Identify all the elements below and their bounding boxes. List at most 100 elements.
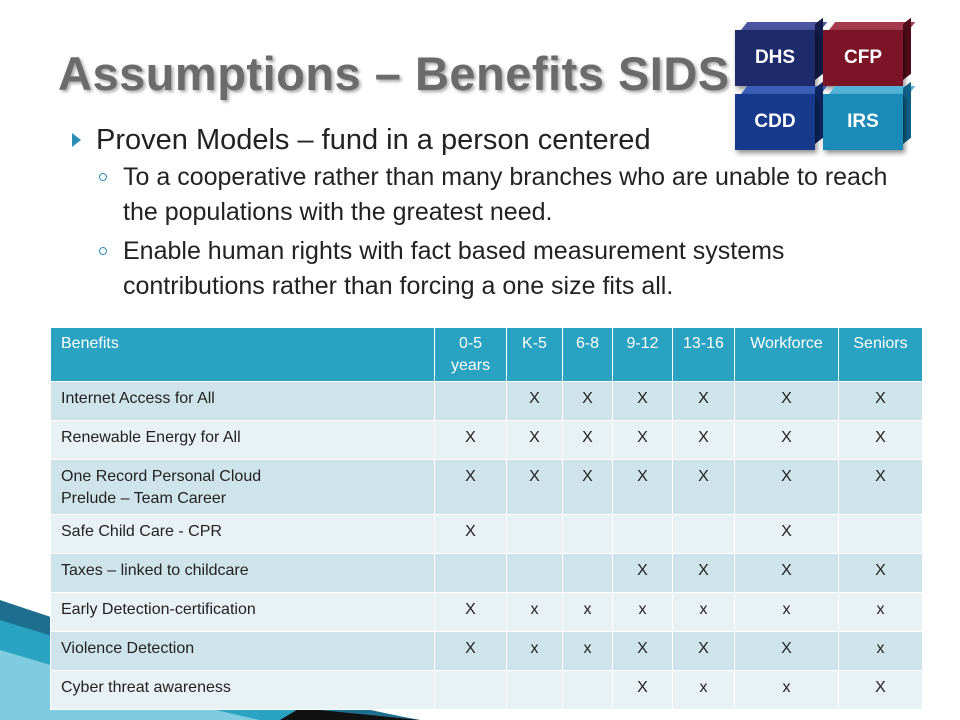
mark-cell: x: [506, 631, 563, 671]
mark-cell: X: [434, 420, 507, 460]
mark-cell: [434, 553, 507, 593]
table-row: Internet Access for All X X X X X X: [50, 381, 923, 421]
table-row: One Record Personal Cloud Prelude – Team …: [50, 459, 923, 515]
mark-cell: [838, 514, 923, 554]
cube-label: IRS: [823, 94, 903, 150]
cube-icon: DHS: [735, 17, 828, 86]
mark-cell: X: [734, 631, 839, 671]
benefits-table: Benefits 0-5 years K-5 6-8 9-12 13-16 Wo…: [50, 327, 923, 710]
bullet-sub-text: To a cooperative rather than many branch…: [123, 163, 888, 226]
mark-cell: X: [672, 631, 735, 671]
mark-cell: X: [838, 459, 923, 515]
benefit-name: Internet Access for All: [61, 390, 215, 407]
table-row: Safe Child Care - CPR X X: [50, 514, 923, 554]
mark-cell: [434, 381, 507, 421]
mark-cell: X: [562, 459, 613, 515]
column-header: 6-8: [562, 327, 613, 382]
bullet-list: Proven Models – fund in a person centere…: [70, 120, 920, 304]
benefit-name: Cyber threat awareness: [61, 679, 231, 696]
slide-title: Assumptions – Benefits SIDS: [58, 47, 730, 100]
mark-cell: x: [672, 670, 735, 710]
mark-cell: x: [838, 592, 923, 632]
cube-label: DHS: [735, 30, 815, 86]
mark-cell: X: [612, 670, 673, 710]
bullet-sub: To a cooperative rather than many branch…: [70, 160, 920, 230]
benefit-name-cell: Early Detection-certification: [50, 592, 435, 632]
mark-cell: X: [734, 459, 839, 515]
mark-cell: X: [672, 420, 735, 460]
benefit-name: Safe Child Care - CPR: [61, 523, 222, 540]
column-header: Seniors: [838, 327, 923, 382]
column-header: Benefits: [50, 327, 435, 382]
mark-cell: X: [734, 381, 839, 421]
benefit-name-cell: Internet Access for All: [50, 381, 435, 421]
ring-bullet-icon: [99, 173, 107, 181]
mark-cell: [506, 670, 563, 710]
benefit-name: Taxes – linked to childcare: [61, 562, 249, 579]
mark-cell: [612, 514, 673, 554]
benefit-name: One Record Personal Cloud: [61, 468, 262, 485]
mark-cell: X: [672, 459, 735, 515]
cube-label: CFP: [823, 30, 903, 86]
mark-cell: x: [734, 592, 839, 632]
mark-cell: X: [838, 553, 923, 593]
mark-cell: [506, 553, 563, 593]
bullet-sub-text: Enable human rights with fact based meas…: [123, 237, 785, 300]
column-header: 13-16: [672, 327, 735, 382]
mark-cell: X: [838, 381, 923, 421]
mark-cell: X: [612, 420, 673, 460]
mark-cell: x: [734, 670, 839, 710]
mark-cell: x: [562, 631, 613, 671]
benefit-name-line2: Prelude – Team Career: [61, 490, 227, 507]
mark-cell: X: [434, 631, 507, 671]
column-header: Workforce: [734, 327, 839, 382]
mark-cell: X: [562, 420, 613, 460]
cube-icon: IRS: [823, 81, 916, 150]
column-header: 9-12: [612, 327, 673, 382]
mark-cell: X: [612, 631, 673, 671]
mark-cell: [434, 670, 507, 710]
mark-cell: [672, 514, 735, 554]
mark-cell: X: [838, 420, 923, 460]
benefit-name-cell: Violence Detection: [50, 631, 435, 671]
mark-cell: x: [672, 592, 735, 632]
mark-cell: X: [838, 670, 923, 710]
mark-cell: [562, 670, 613, 710]
mark-cell: X: [734, 420, 839, 460]
mark-cell: X: [434, 592, 507, 632]
cube-icon: CDD: [735, 81, 828, 150]
bullet-main-text: Proven Models – fund in a person centere…: [96, 124, 651, 156]
table-header-row: Benefits 0-5 years K-5 6-8 9-12 13-16 Wo…: [50, 327, 923, 382]
ring-bullet-icon: [99, 247, 107, 255]
benefit-name: Renewable Energy for All: [61, 429, 241, 446]
mark-cell: X: [612, 459, 673, 515]
mark-cell: x: [612, 592, 673, 632]
benefit-name-cell: Taxes – linked to childcare: [50, 553, 435, 593]
mark-cell: [506, 514, 563, 554]
column-header: 0-5 years: [434, 327, 507, 382]
mark-cell: X: [734, 514, 839, 554]
mark-cell: X: [506, 381, 563, 421]
mark-cell: x: [562, 592, 613, 632]
mark-cell: X: [612, 381, 673, 421]
benefit-name-cell: One Record Personal Cloud Prelude – Team …: [50, 459, 435, 515]
mark-cell: X: [506, 459, 563, 515]
triangle-bullet-icon: [72, 133, 81, 147]
mark-cell: X: [506, 420, 563, 460]
mark-cell: x: [838, 631, 923, 671]
cube-icon: CFP: [823, 17, 916, 86]
mark-cell: X: [612, 553, 673, 593]
mark-cell: X: [672, 553, 735, 593]
bullet-sub: Enable human rights with fact based meas…: [70, 234, 920, 304]
mark-cell: x: [506, 592, 563, 632]
column-header: K-5: [506, 327, 563, 382]
benefit-name: Early Detection-certification: [61, 601, 256, 618]
benefit-name-cell: Cyber threat awareness: [50, 670, 435, 710]
benefit-name-cell: Safe Child Care - CPR: [50, 514, 435, 554]
table-row: Renewable Energy for All X X X X X X X: [50, 420, 923, 460]
agency-cube-logo: DHS CFP CDD IRS: [735, 17, 925, 158]
mark-cell: [562, 514, 613, 554]
